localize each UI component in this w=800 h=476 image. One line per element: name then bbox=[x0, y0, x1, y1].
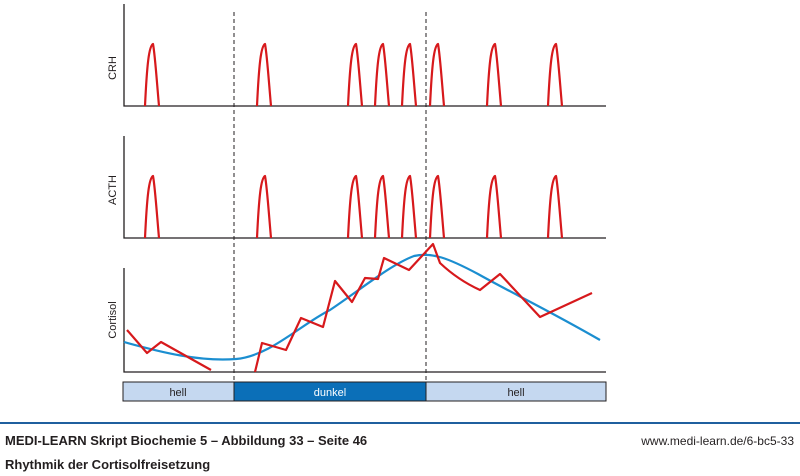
acth-pulses bbox=[143, 174, 564, 239]
crh-pulses bbox=[143, 42, 564, 107]
acth-panel: ACTH bbox=[107, 136, 606, 239]
acth-pulse bbox=[373, 174, 391, 239]
light-label-1: hell bbox=[169, 387, 186, 399]
footer-title: MEDI-LEARN Skript Biochemie 5 – Abbildun… bbox=[5, 433, 368, 448]
crh-pulse bbox=[255, 42, 273, 107]
crh-axis bbox=[123, 4, 606, 107]
acth-pulse bbox=[400, 174, 418, 239]
crh-pulse bbox=[400, 42, 418, 107]
acth-pulse bbox=[143, 174, 161, 239]
crh-axis-label: CRH bbox=[107, 56, 119, 80]
cortisol-panel: Cortisol bbox=[107, 242, 606, 373]
crh-pulse bbox=[485, 42, 503, 107]
acth-pulse bbox=[428, 174, 446, 239]
cortisol-pulsatile-curve bbox=[126, 242, 593, 373]
crh-pulse bbox=[346, 42, 364, 107]
cortisol-axis bbox=[123, 268, 606, 373]
dark-label: dunkel bbox=[314, 387, 346, 399]
footer-url: www.medi-learn.de/6-bc5-33 bbox=[641, 434, 794, 448]
acth-axis-label: ACTH bbox=[107, 175, 119, 205]
crh-pulse bbox=[546, 42, 564, 107]
light-dark-bar: hell dunkel hell bbox=[122, 381, 607, 402]
crh-pulse bbox=[428, 42, 446, 107]
crh-pulse bbox=[373, 42, 391, 107]
acth-pulse bbox=[255, 174, 273, 239]
acth-axis bbox=[123, 136, 606, 239]
light-label-2: hell bbox=[507, 387, 524, 399]
cortisol-smooth-curve bbox=[123, 253, 601, 361]
acth-pulse bbox=[485, 174, 503, 239]
light-segment-morning bbox=[425, 381, 607, 402]
acth-pulse bbox=[346, 174, 364, 239]
crh-panel: CRH bbox=[107, 4, 606, 107]
figure-caption: Rhythmik der Cortisolfreisetzung bbox=[5, 457, 211, 472]
crh-pulse bbox=[143, 42, 161, 107]
footer-divider bbox=[0, 422, 800, 424]
cortisol-axis-label: Cortisol bbox=[107, 301, 119, 338]
acth-pulse bbox=[546, 174, 564, 239]
cortisol-rhythm-diagram: CRH ACTH Cortisol hell dunkel hell bbox=[107, 4, 607, 402]
